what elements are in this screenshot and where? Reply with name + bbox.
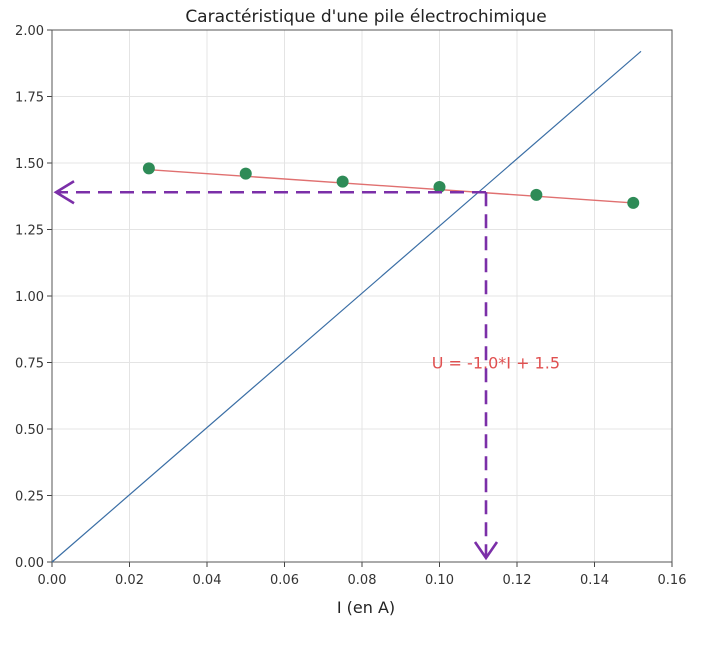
x-tick-label: 0.06	[270, 573, 299, 588]
chart-title: Caractéristique d'une pile électrochimiq…	[185, 7, 546, 27]
y-tick-label: 0.75	[15, 357, 44, 372]
diagonal-line	[51, 50, 642, 563]
grid	[51, 29, 673, 563]
x-tick-label: 0.10	[425, 573, 454, 588]
y-tick-label: 2.00	[15, 24, 44, 39]
x-ticks: 0.00 0.02 0.04 0.06 0.08 0.10 0.12 0.14 0.16	[38, 573, 687, 588]
plot-frame	[51, 29, 673, 563]
fit-line	[148, 168, 634, 204]
fit-equation-annotation: U = -1.0*I + 1.5	[432, 354, 560, 373]
y-tick-label: 1.00	[15, 290, 44, 305]
y-tick-label: 0.00	[15, 556, 44, 571]
y-tick-label: 0.50	[15, 423, 44, 438]
data-point	[530, 188, 543, 201]
x-tick-label: 0.14	[580, 573, 609, 588]
vertical-guide-arrowhead	[473, 541, 499, 561]
data-point	[142, 162, 155, 175]
y-tick-label: 0.25	[15, 490, 44, 505]
data-point	[239, 167, 252, 180]
axes	[47, 29, 673, 567]
data-points	[142, 162, 640, 209]
x-tick-label: 0.12	[503, 573, 532, 588]
y-ticks: 0.00 0.25 0.50 0.75 1.00 1.25 1.50 1.75 2.00	[15, 24, 44, 571]
data-point	[433, 180, 446, 193]
y-tick-label: 1.25	[15, 224, 44, 239]
lines	[51, 50, 642, 563]
data-point	[336, 175, 349, 188]
x-axis-label: I (en A)	[337, 598, 395, 617]
x-tick-label: 0.08	[348, 573, 377, 588]
data-point	[627, 196, 640, 209]
horizontal-guide-arrowhead	[53, 180, 75, 205]
x-tick-label: 0.04	[193, 573, 222, 588]
x-tick-label: 0.00	[38, 573, 67, 588]
x-tick-label: 0.02	[115, 573, 144, 588]
y-tick-label: 1.75	[15, 91, 44, 106]
x-tick-label: 0.16	[658, 573, 687, 588]
y-tick-label: 1.50	[15, 157, 44, 172]
guide-arrows	[53, 180, 499, 561]
